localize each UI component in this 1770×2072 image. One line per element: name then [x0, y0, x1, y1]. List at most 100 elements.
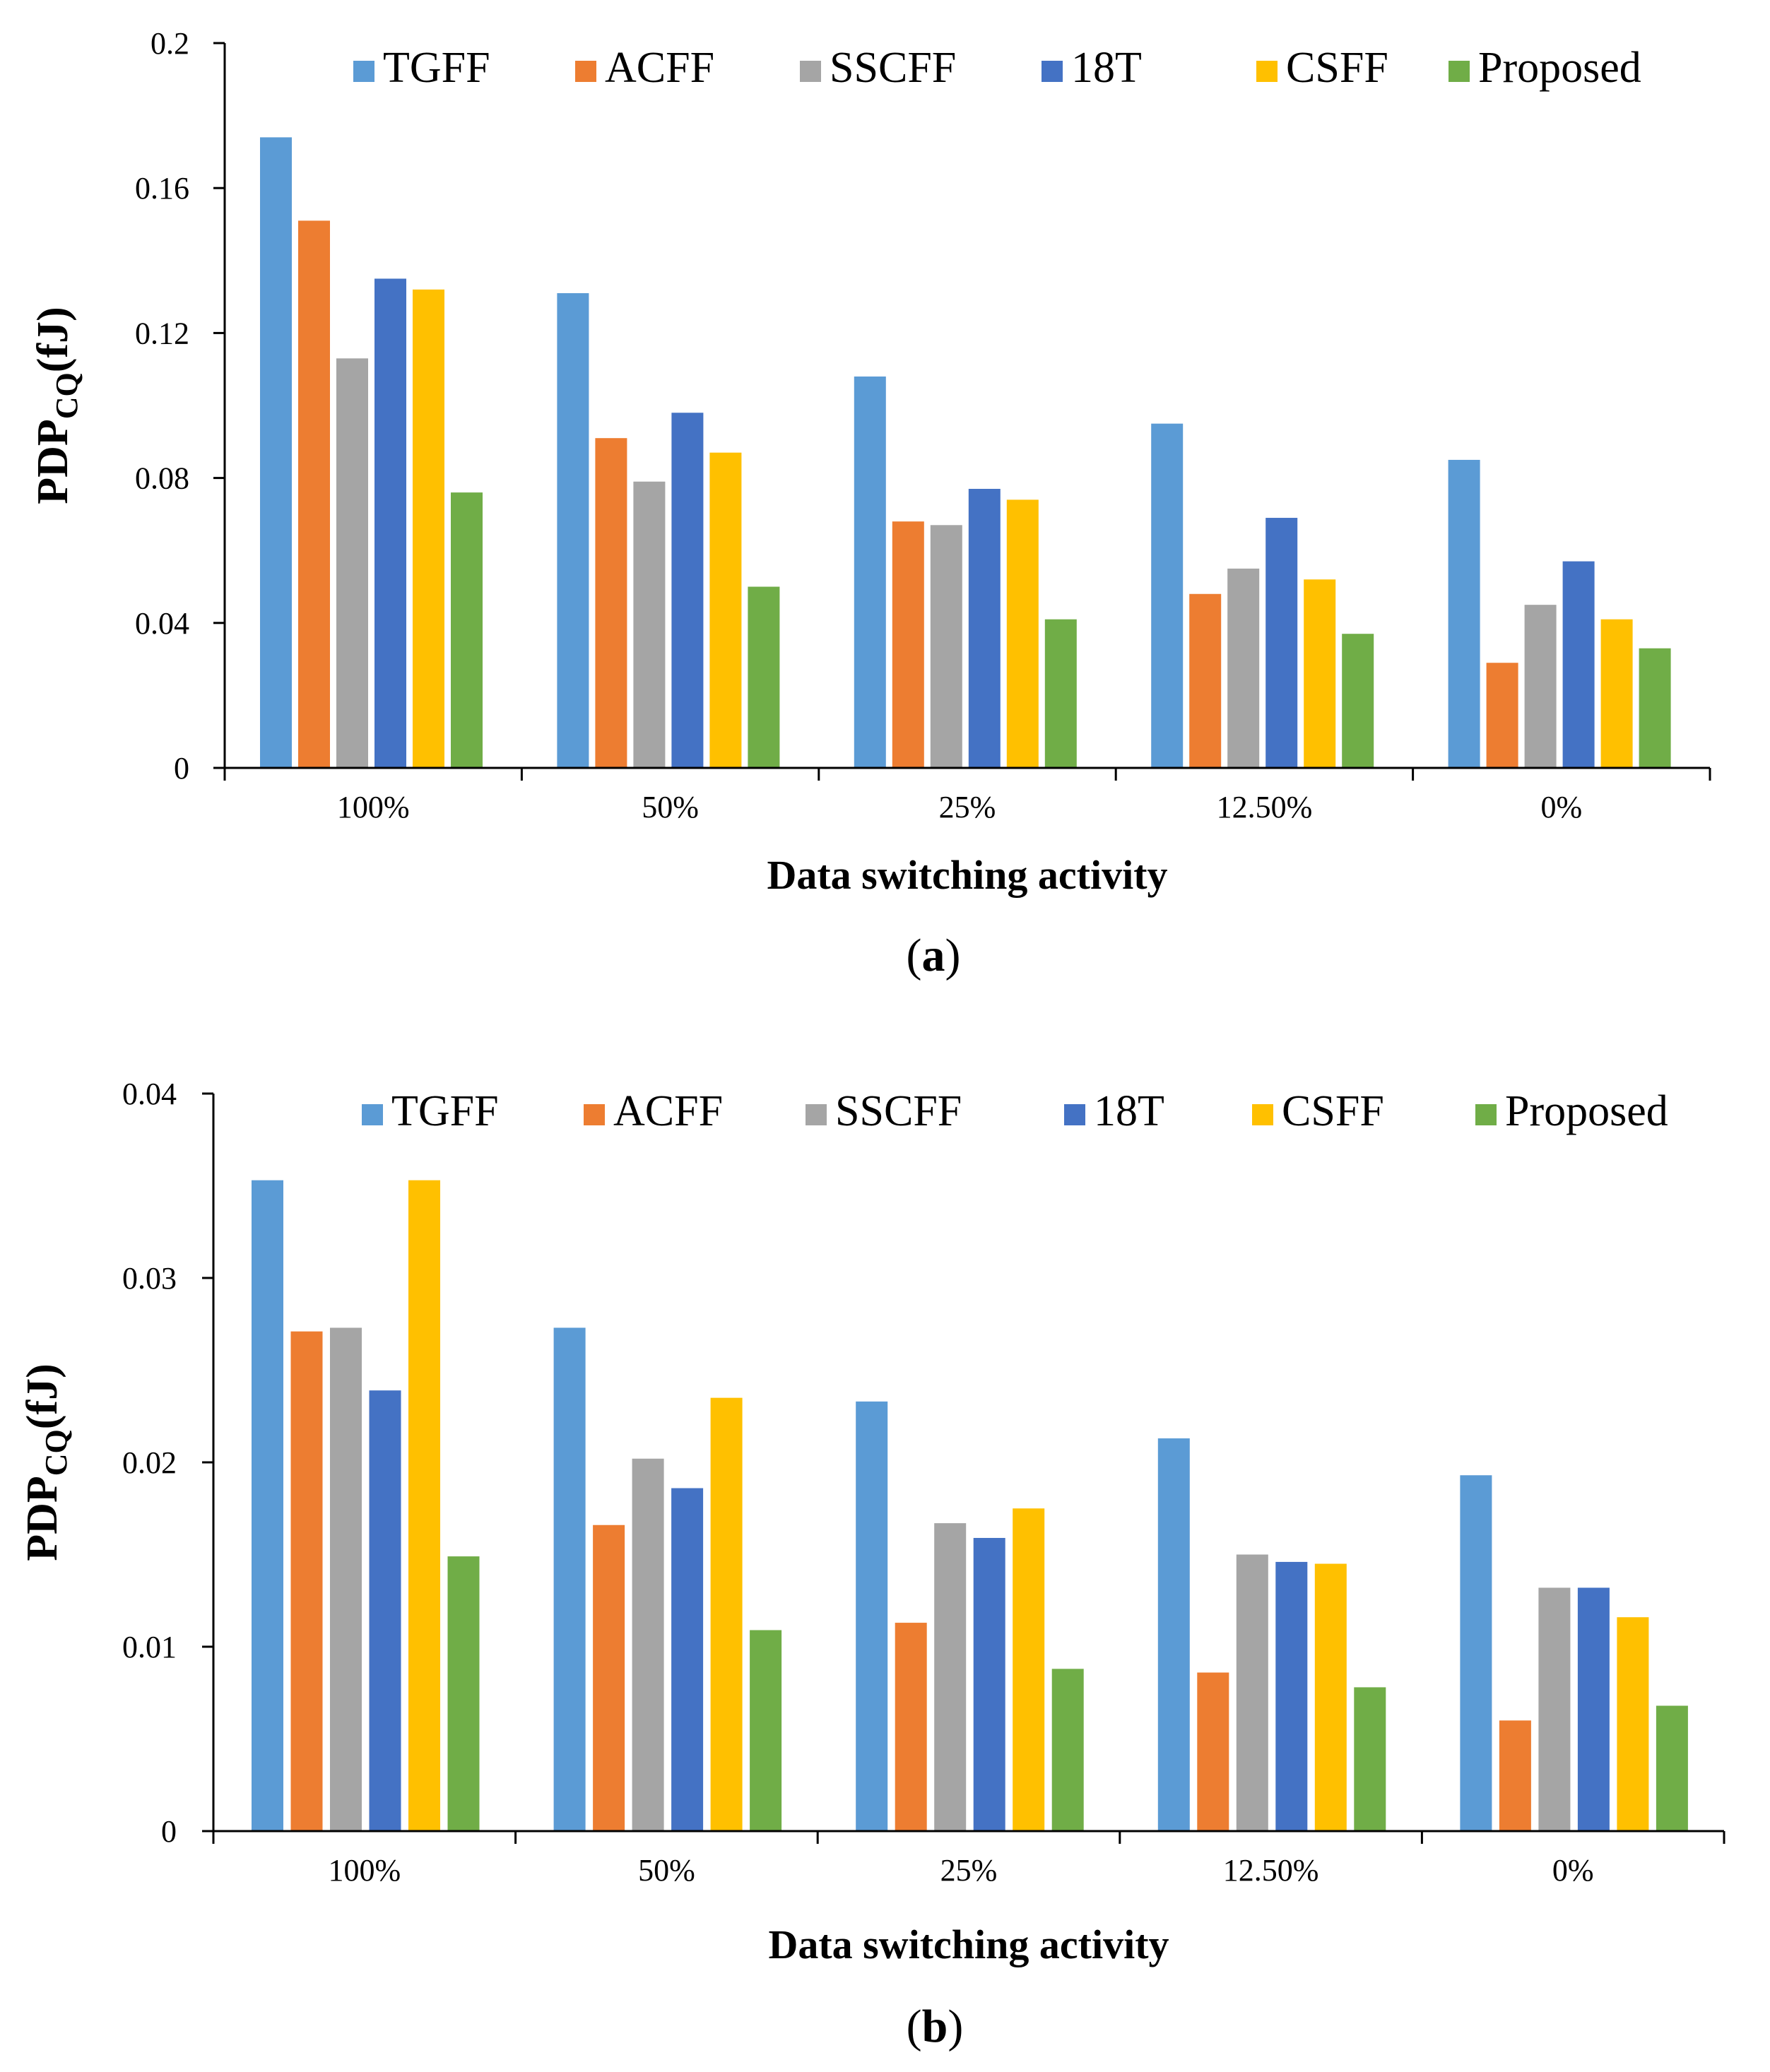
- legend-swatch-tgff: [362, 1104, 383, 1125]
- caption-letter: a: [922, 930, 945, 981]
- bar-sscff-5: [1538, 1587, 1571, 1831]
- bar-sscff-1: [336, 358, 368, 768]
- bar-csff-2: [709, 452, 742, 768]
- y-tick-label: 0.04: [135, 606, 189, 641]
- bar-18t-1: [374, 278, 406, 768]
- legend-label-csff: CSFF: [1286, 44, 1388, 92]
- legend-swatch-tgff: [353, 61, 374, 82]
- bar-18t-4: [1275, 1561, 1308, 1831]
- bar-proposed-5: [1639, 648, 1671, 768]
- x-tick-label: 100%: [328, 1853, 401, 1888]
- bar-tgff-5: [1448, 459, 1480, 768]
- bar-tgff-5: [1460, 1475, 1492, 1831]
- bar-18t-3: [973, 1538, 1005, 1831]
- bar-tgff-4: [1157, 1438, 1190, 1831]
- bar-acff-2: [595, 438, 627, 768]
- x-tick-label: 0%: [1540, 790, 1582, 824]
- bar-proposed-3: [1051, 1669, 1084, 1831]
- caption-open-paren: (: [907, 2001, 922, 2052]
- legend-label-tgff: TGFF: [391, 1087, 499, 1135]
- bar-csff-5: [1600, 619, 1633, 768]
- legend-swatch-sscff: [800, 61, 821, 82]
- caption-close-paren: ): [948, 2001, 963, 2052]
- y-tick-label: 0.16: [135, 171, 189, 206]
- x-tick-label: 25%: [939, 790, 996, 824]
- legend-swatch-acff: [575, 61, 596, 82]
- x-tick-label: 25%: [940, 1853, 998, 1888]
- bar-18t-4: [1265, 518, 1298, 768]
- x-tick-label: 0%: [1552, 1853, 1594, 1888]
- legend-label-proposed: Proposed: [1505, 1087, 1668, 1135]
- y-axis-title-main: PDP: [29, 419, 77, 504]
- legend-swatch-csff: [1256, 61, 1278, 82]
- y-tick-label: 0.02: [122, 1445, 177, 1480]
- bar-acff-5: [1486, 663, 1518, 768]
- legend-swatch-18t: [1042, 61, 1063, 82]
- bar-csff-2: [710, 1397, 743, 1831]
- y-tick-label: 0.01: [122, 1630, 177, 1664]
- y-tick-label: 0.03: [122, 1261, 177, 1296]
- legend-label-18t: 18T: [1071, 44, 1142, 92]
- y-tick-label: 0.2: [151, 26, 189, 61]
- x-axis-title: Data switching activity: [767, 852, 1167, 898]
- bar-proposed-1: [447, 1556, 480, 1831]
- legend-label-proposed: Proposed: [1478, 44, 1641, 92]
- bar-acff-3: [895, 1623, 927, 1831]
- bar-sscff-2: [632, 1458, 664, 1831]
- bar-acff-4: [1197, 1672, 1229, 1831]
- bar-acff-2: [593, 1525, 625, 1831]
- bar-acff-4: [1189, 593, 1222, 768]
- bar-tgff-3: [856, 1401, 888, 1831]
- y-axis-title-sub: CQ: [49, 372, 84, 419]
- bar-18t-3: [968, 488, 1001, 768]
- y-tick-label: 0.08: [135, 461, 189, 496]
- bar-proposed-3: [1044, 619, 1077, 768]
- legend-label-tgff: TGFF: [383, 44, 490, 92]
- x-tick-label: 50%: [642, 790, 699, 824]
- bar-tgff-4: [1151, 423, 1184, 768]
- y-axis-title-unit: (fJ): [29, 307, 77, 372]
- bar-18t-1: [369, 1390, 401, 1831]
- bar-proposed-2: [750, 1630, 782, 1831]
- y-tick-label: 0: [174, 751, 189, 786]
- bar-sscff-2: [633, 481, 666, 768]
- y-axis-title-unit: (fJ): [18, 1363, 66, 1429]
- bar-18t-2: [671, 1488, 704, 1831]
- x-tick-label: 12.50%: [1217, 790, 1313, 824]
- bar-acff-1: [298, 220, 330, 768]
- bar-proposed-4: [1342, 634, 1374, 768]
- y-tick-label: 0: [161, 1814, 177, 1849]
- legend-label-sscff: SSCFF: [835, 1087, 962, 1135]
- bar-proposed-5: [1656, 1705, 1688, 1831]
- bar-csff-3: [1013, 1508, 1045, 1831]
- subfigure-caption: (b): [907, 2001, 964, 2052]
- bar-csff-4: [1304, 579, 1336, 768]
- x-tick-label: 100%: [337, 790, 410, 824]
- bar-proposed-4: [1354, 1687, 1386, 1831]
- bar-sscff-3: [930, 525, 962, 768]
- bar-tgff-1: [252, 1180, 283, 1831]
- legend-swatch-proposed: [1449, 61, 1470, 82]
- y-axis-title-main: PDP: [18, 1476, 66, 1561]
- y-axis-title: PDPCQ(fJ): [29, 307, 84, 504]
- bar-sscff-1: [330, 1327, 362, 1831]
- bar-sscff-4: [1227, 568, 1260, 768]
- bar-csff-5: [1617, 1617, 1649, 1831]
- x-tick-label: 12.50%: [1223, 1853, 1319, 1888]
- caption-letter: b: [922, 2001, 948, 2052]
- bar-18t-5: [1577, 1587, 1610, 1831]
- bar-acff-5: [1499, 1720, 1531, 1831]
- bar-proposed-1: [451, 492, 483, 768]
- legend-swatch-acff: [584, 1104, 605, 1125]
- bar-csff-3: [1006, 499, 1039, 768]
- caption-close-paren: ): [945, 930, 961, 981]
- bar-tgff-3: [854, 376, 886, 768]
- bar-tgff-2: [557, 292, 589, 769]
- legend-label-acff: ACFF: [605, 44, 714, 92]
- legend-label-18t: 18T: [1094, 1087, 1164, 1135]
- y-axis-title: PDPCQ(fJ): [18, 1363, 73, 1561]
- legend-label-acff: ACFF: [613, 1087, 723, 1135]
- legend-swatch-sscff: [806, 1104, 827, 1125]
- bar-18t-2: [671, 413, 704, 768]
